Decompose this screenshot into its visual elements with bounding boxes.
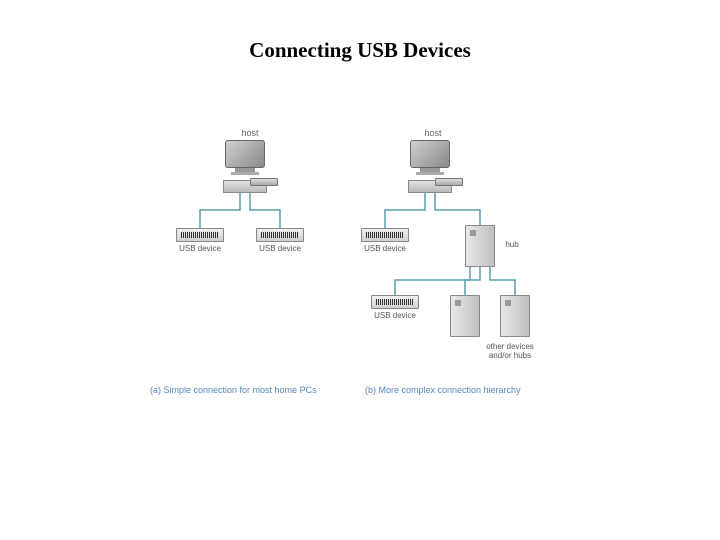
diagram-a-caption: (a) Simple connection for most home PCs	[150, 385, 317, 395]
diagram-a-device-2	[256, 228, 304, 242]
diagram-b-device-bottom	[371, 295, 419, 309]
diagram-a-keyboard	[250, 178, 278, 186]
diagram-b-hub-label: hub	[500, 240, 524, 249]
diagram-b-device-left	[361, 228, 409, 242]
diagram-b-other-label: other devices and/or hubs	[470, 342, 550, 360]
diagram-b-device-left-label: USB device	[358, 244, 412, 253]
diagram-b-host-label: host	[418, 128, 448, 138]
diagram-a-device-1-label: USB device	[173, 244, 227, 253]
diagram-a-device-2-label: USB device	[253, 244, 307, 253]
diagram-a-device-1	[176, 228, 224, 242]
diagram-b-hub	[465, 225, 495, 267]
diagram-b-hub-child-2	[500, 295, 530, 337]
diagram-b-caption: (b) More complex connection hierarchy	[365, 385, 521, 395]
diagram-b-keyboard	[435, 178, 463, 186]
diagram-a-monitor	[225, 140, 265, 170]
diagram-a-host-label: host	[235, 128, 265, 138]
diagram-b-hub-child-1	[450, 295, 480, 337]
diagram-container: host USB device USB device host USB devi…	[170, 130, 600, 400]
page-title: Connecting USB Devices	[0, 38, 720, 63]
diagram-b-monitor	[410, 140, 450, 170]
diagram-b-device-bottom-label: USB device	[368, 311, 422, 320]
